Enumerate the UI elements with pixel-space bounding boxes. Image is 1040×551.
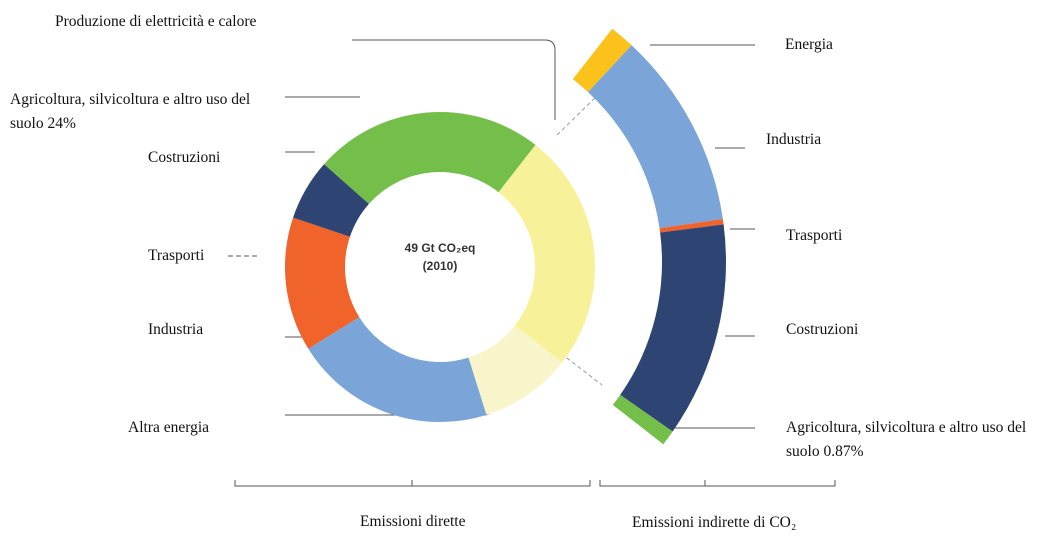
slice-label: Trasporti [786, 224, 842, 248]
arc-segment [572, 28, 632, 93]
slice-label: Costruzioni [786, 318, 858, 342]
bracket-label: Emissioni dirette [360, 513, 466, 530]
category-label: Trasporti [148, 247, 205, 264]
arc-segment [588, 45, 723, 229]
donut-slice [498, 144, 595, 363]
category-label: Agricoltura, silvicoltura e altro uso de… [10, 91, 251, 132]
category-label: Trasporti [786, 227, 843, 244]
slice-label: Agricoltura, silvicoltura e altro uso de… [10, 88, 272, 136]
value-label: 24% [47, 115, 76, 132]
slice-label: Costruzioni [148, 146, 220, 170]
slice-label: Energia [785, 33, 833, 57]
category-label: Costruzioni [148, 149, 221, 166]
connector [556, 92, 601, 136]
leader-line [352, 39, 556, 120]
arc-segment [659, 218, 724, 233]
bracket-label: Emissioni indirette di CO₂ [632, 514, 797, 531]
slice-label: Produzione di elettricità e calore [55, 10, 256, 34]
arc-segment [612, 394, 673, 445]
bracket [234, 480, 591, 487]
donut-slice [285, 217, 360, 349]
category-label: Industria [766, 131, 822, 148]
category-label: Industria [148, 321, 204, 338]
center-label: 49 Gt CO₂eq [404, 241, 476, 255]
slice-label: Agricoltura, silvicoltura e altro uso de… [786, 416, 1036, 464]
slice-label: Industria [766, 128, 821, 152]
center-sublabel: (2010) [422, 259, 458, 273]
donut-slice [293, 164, 369, 237]
slice-label: Trasporti [148, 244, 204, 268]
category-label: Produzione di elettricità e calore [55, 13, 257, 30]
donut-slice [308, 317, 487, 422]
arc-segment [620, 224, 727, 432]
donut-slice [324, 111, 536, 204]
category-label: Costruzioni [786, 321, 859, 338]
category-label: Energia [785, 36, 833, 53]
category-label: Agricoltura, silvicoltura e altro uso de… [786, 419, 1027, 460]
donut-slice [468, 325, 563, 415]
slice-label: Industria [148, 318, 203, 342]
slice-label: Altra energia [128, 416, 209, 440]
bracket [599, 480, 836, 487]
category-label: Altra energia [128, 419, 210, 436]
value-label: 0.87% [823, 443, 864, 460]
